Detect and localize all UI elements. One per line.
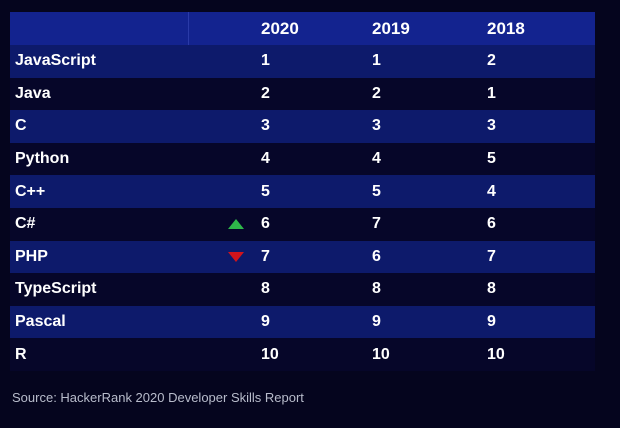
table-header: 2020 2019 2018 — [10, 12, 595, 45]
table-row: R 10 10 10 — [10, 338, 595, 371]
table-row: PHP 7 6 7 — [10, 240, 595, 274]
rank-2020: 8 — [261, 280, 270, 298]
rank-2019: 10 — [372, 345, 390, 363]
table-row: C# 6 7 6 — [10, 207, 595, 241]
rank-2018: 10 — [487, 345, 505, 363]
rank-2018: 3 — [487, 117, 496, 135]
language-name: Python — [15, 150, 70, 168]
trend-up-icon — [228, 208, 244, 241]
rank-2019: 9 — [372, 313, 381, 331]
language-name: PHP — [15, 247, 48, 265]
rank-2018: 7 — [487, 247, 496, 265]
rank-2020: 1 — [261, 52, 270, 70]
language-name: R — [15, 345, 27, 363]
rank-2020: 4 — [261, 150, 270, 168]
rank-2018: 1 — [487, 84, 496, 102]
table-row: TypeScript 8 8 8 — [10, 273, 595, 306]
table-row: C 3 3 3 — [10, 110, 595, 143]
language-name: Pascal — [15, 313, 66, 331]
rank-2018: 8 — [487, 280, 496, 298]
rank-2019: 6 — [372, 247, 381, 265]
header-divider — [188, 12, 189, 45]
language-name: C — [15, 117, 27, 135]
trend-down-icon — [228, 241, 244, 274]
table-row: JavaScript 1 1 2 — [10, 45, 595, 78]
rank-2019: 8 — [372, 280, 381, 298]
rank-2019: 5 — [372, 182, 381, 200]
rank-2020: 10 — [261, 345, 279, 363]
rank-2018: 2 — [487, 52, 496, 70]
header-2018: 2018 — [487, 18, 525, 38]
rank-2020: 9 — [261, 313, 270, 331]
rank-2019: 2 — [372, 84, 381, 102]
table-row: Pascal 9 9 9 — [10, 305, 595, 339]
rank-2020: 3 — [261, 117, 270, 135]
header-2019: 2019 — [372, 18, 410, 38]
rank-2019: 3 — [372, 117, 381, 135]
rank-2020: 7 — [261, 247, 270, 265]
rank-2020: 5 — [261, 182, 270, 200]
rank-2019: 4 — [372, 150, 381, 168]
language-name: C++ — [15, 182, 46, 200]
language-name: Java — [15, 84, 51, 102]
rank-2020: 2 — [261, 84, 270, 102]
rank-2018: 4 — [487, 182, 496, 200]
rank-2018: 5 — [487, 150, 496, 168]
language-name: C# — [15, 215, 36, 233]
language-name: JavaScript — [15, 52, 96, 70]
rank-2019: 1 — [372, 52, 381, 70]
ranking-table: 2020 2019 2018 JavaScript 1 1 2 Java 2 2 1 C 3 3 3 P… — [10, 12, 595, 371]
rank-2020: 6 — [261, 215, 270, 233]
rank-2018: 9 — [487, 313, 496, 331]
source-note: Source: HackerRank 2020 Developer Skills… — [12, 390, 304, 405]
table-row: Java 2 2 1 — [10, 77, 595, 111]
rank-2018: 6 — [487, 215, 496, 233]
language-name: TypeScript — [15, 280, 97, 298]
rank-2019: 7 — [372, 215, 381, 233]
table-row: Python 4 4 5 — [10, 142, 595, 176]
table-row: C++ 5 5 4 — [10, 175, 595, 208]
header-2020: 2020 — [261, 18, 299, 38]
